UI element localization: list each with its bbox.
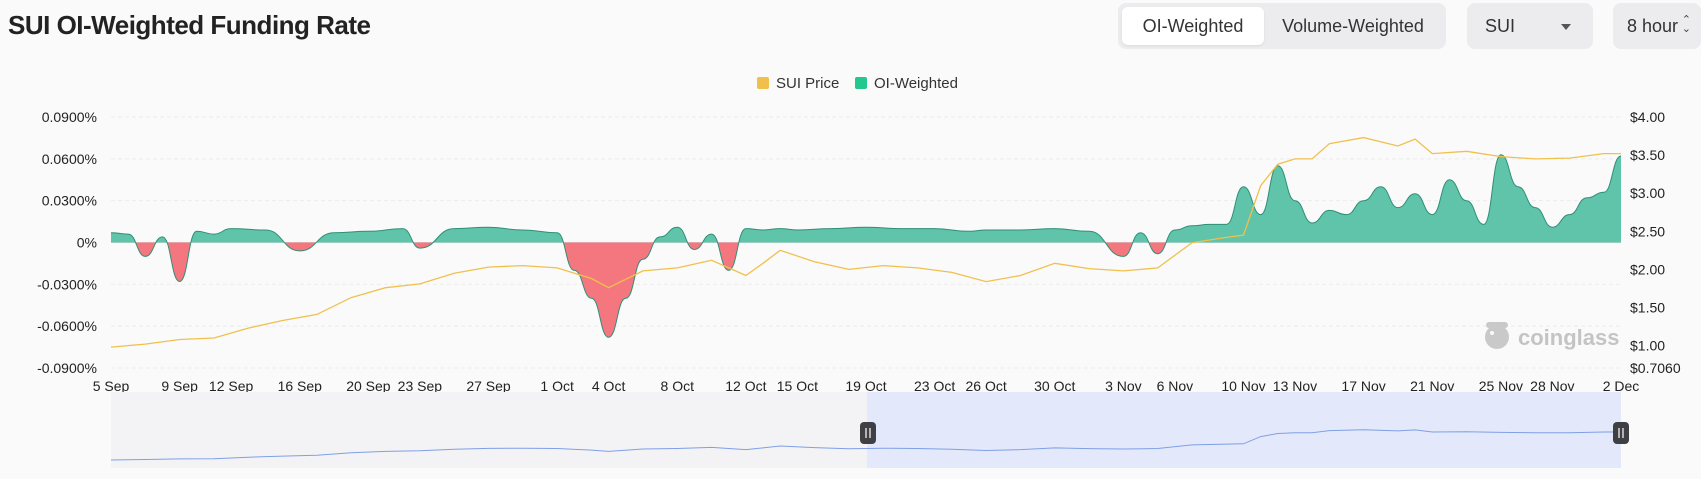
coinglass-logo-icon: [1485, 322, 1509, 349]
price-line: [110, 136, 1621, 348]
x-tick-label: 23 Oct: [914, 378, 955, 394]
x-tick-label: 4 Oct: [592, 378, 626, 394]
y-right-tick-label: $1.00: [1630, 338, 1665, 354]
interval-select-value: 8 hour: [1627, 15, 1679, 36]
legend-label-oi[interactable]: OI-Weighted: [874, 75, 958, 92]
interval-select[interactable]: 8 hour ⌃ ⌄: [1613, 3, 1701, 49]
x-tick-label: 6 Nov: [1157, 378, 1194, 394]
x-tick-label: 8 Oct: [661, 378, 695, 394]
page-title: SUI OI-Weighted Funding Rate: [8, 10, 371, 40]
x-tick-label: 23 Sep: [398, 378, 443, 394]
y-left-tick-label: -0.0300%: [37, 276, 97, 292]
x-tick-label: 30 Oct: [1034, 378, 1075, 394]
coin-select[interactable]: SUI: [1467, 3, 1593, 49]
y-right-tick-label: $3.00: [1630, 185, 1665, 201]
y-left-tick-label: 0.0300%: [42, 193, 97, 209]
y-left-tick-label: 0.0600%: [42, 151, 97, 167]
x-tick-label: 16 Sep: [278, 378, 323, 394]
x-tick-label: 10 Nov: [1221, 378, 1265, 394]
x-tick-label: 26 Oct: [965, 378, 1006, 394]
x-tick-label: 15 Oct: [777, 378, 818, 394]
x-tick-label: 12 Sep: [209, 378, 254, 394]
caret-down-icon: [1561, 24, 1571, 30]
y-left-tick-label: -0.0900%: [37, 360, 97, 376]
y-left-tick-label: -0.0600%: [37, 318, 97, 334]
chevron-updown-icon: ⌃ ⌄: [1681, 14, 1691, 35]
x-tick-label: 17 Nov: [1341, 378, 1385, 394]
y-right-tick-label: $2.00: [1630, 261, 1665, 277]
oi-weighted-tab[interactable]: OI-Weighted: [1122, 7, 1264, 45]
x-tick-label: 25 Nov: [1479, 378, 1523, 394]
y-right-tick-label: $4.00: [1630, 109, 1665, 125]
x-tick-label: 9 Sep: [161, 378, 198, 394]
range-navigator: [110, 392, 1629, 468]
x-tick-label: 20 Sep: [346, 378, 391, 394]
coin-select-value: SUI: [1485, 15, 1516, 36]
legend-label-price[interactable]: SUI Price: [776, 75, 839, 92]
funding-area-negative: [111, 242, 1621, 338]
volume-weighted-tab[interactable]: Volume-Weighted: [1282, 15, 1424, 36]
navigator-handle-right[interactable]: [1613, 422, 1629, 444]
legend-swatch-oi: [855, 77, 867, 89]
funding-line: [110, 154, 1622, 338]
y-left-tick-label: 0%: [77, 235, 97, 251]
y-right-tick-label: $2.50: [1630, 223, 1665, 239]
legend-swatch-price: [757, 77, 769, 89]
x-axis: 5 Sep 9 Sep 12 Sep 16 Sep 20 Sep 23 Sep 27 Sep…: [93, 378, 1640, 394]
x-tick-label: 21 Nov: [1410, 378, 1454, 394]
x-tick-label: 13 Nov: [1273, 378, 1317, 394]
x-tick-label: 19 Oct: [845, 378, 886, 394]
navigator-selection[interactable]: [867, 392, 1621, 468]
navigator-price-line: [110, 429, 1621, 461]
watermark: coinglass: [1485, 322, 1619, 350]
x-tick-label: 3 Nov: [1105, 378, 1142, 394]
y-right-tick-label: $1.50: [1630, 299, 1665, 315]
x-tick-label: 1 Oct: [540, 378, 574, 394]
y-left-tick-label: 0.0900%: [42, 109, 97, 125]
y-right-tick-label: $3.50: [1630, 147, 1665, 163]
watermark-text: coinglass: [1518, 325, 1619, 350]
navigator-handle-left[interactable]: [860, 422, 876, 444]
x-tick-label: 28 Nov: [1530, 378, 1574, 394]
y-axis-left: 0.0900% 0.0600% 0.0300% 0% -0.0300% -0.0600% -…: [37, 109, 97, 376]
x-tick-label: 5 Sep: [93, 378, 130, 394]
y-right-tick-label: $0.7060: [1630, 360, 1681, 376]
x-tick-label: 12 Oct: [725, 378, 766, 394]
weighting-toggle: OI-Weighted Volume-Weighted: [1118, 3, 1446, 49]
legend: SUI Price OI-Weighted: [757, 75, 958, 92]
x-tick-label: 27 Sep: [466, 378, 511, 394]
funding-area-positive: [111, 154, 1621, 243]
x-tick-label: 2 Dec: [1603, 378, 1640, 394]
y-axis-right: $4.00 $3.50 $3.00 $2.50 $2.00 $1.50 $1.00 $0.70…: [1630, 109, 1681, 376]
